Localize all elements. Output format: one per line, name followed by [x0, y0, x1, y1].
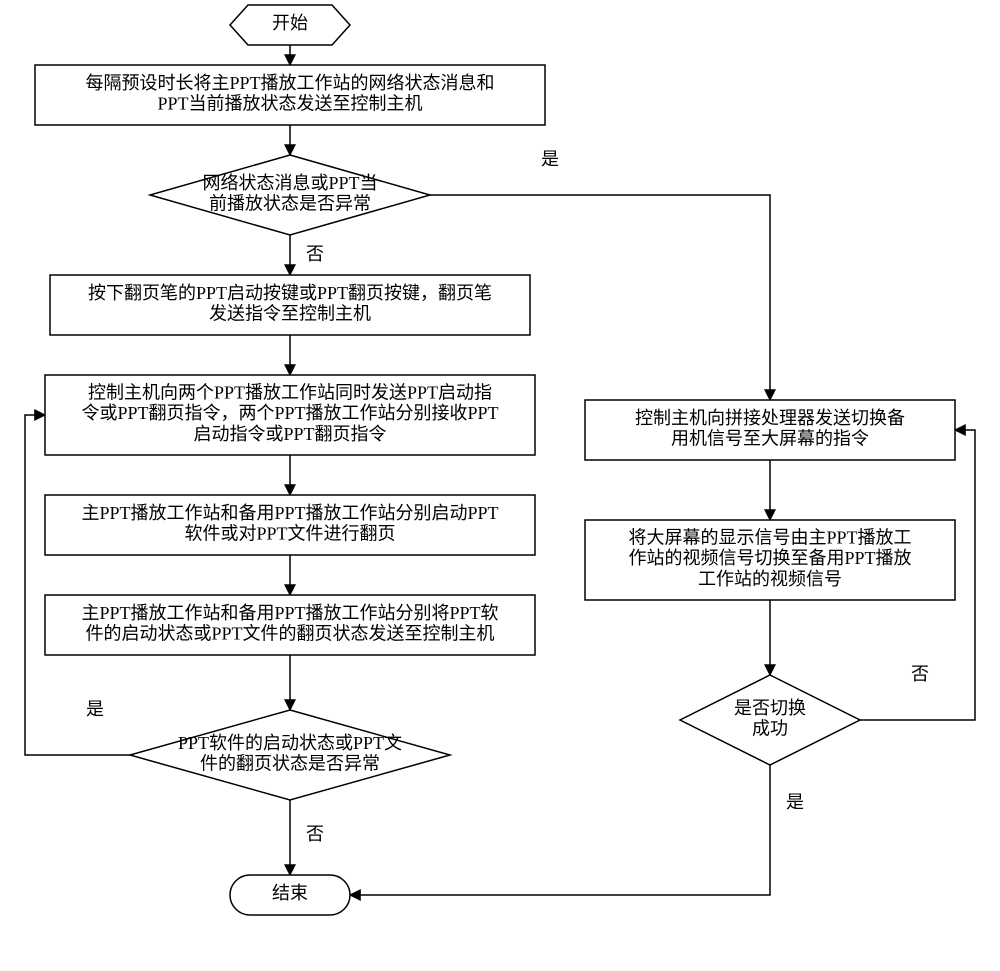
node-label: 前播放状态是否异常 — [209, 193, 371, 213]
node-label: 网络状态消息或PPT当 — [202, 173, 377, 193]
node-d2: PPT软件的启动状态或PPT文件的翻页状态是否异常 — [130, 710, 450, 800]
node-label: 是否切换 — [734, 698, 806, 718]
node-label: 控制主机向两个PPT播放工作站同时发送PPT启动指 — [88, 382, 492, 402]
node-p4: 主PPT播放工作站和备用PPT播放工作站分别启动PPT软件或对PPT文件进行翻页 — [45, 495, 535, 555]
node-p3: 控制主机向两个PPT播放工作站同时发送PPT启动指令或PPT翻页指令，两个PPT… — [45, 375, 535, 455]
node-label: 主PPT播放工作站和备用PPT播放工作站分别启动PPT — [81, 503, 498, 523]
edge-d3-end — [350, 765, 770, 895]
edge-d2-p3 — [25, 415, 130, 755]
node-d3: 是否切换成功 — [680, 675, 860, 765]
edge-label: 是 — [86, 699, 104, 719]
node-start: 开始 — [230, 5, 350, 45]
node-label: 软件或对PPT文件进行翻页 — [184, 523, 395, 543]
node-label: PPT软件的启动状态或PPT文 — [178, 733, 402, 753]
node-label: 按下翻页笔的PPT启动按键或PPT翻页按键，翻页笔 — [88, 283, 492, 303]
edge-label: 是 — [786, 792, 804, 812]
node-p2: 按下翻页笔的PPT启动按键或PPT翻页按键，翻页笔发送指令至控制主机 — [50, 275, 530, 335]
node-label: 启动指令或PPT翻页指令 — [193, 424, 386, 444]
node-label: 控制主机向拼接处理器发送切换备 — [635, 408, 905, 428]
node-p1: 每隔预设时长将主PPT播放工作站的网络状态消息和PPT当前播放状态发送至控制主机 — [35, 65, 545, 125]
edge-label: 否 — [306, 824, 324, 844]
node-label: 件的启动状态或PPT文件的翻页状态发送至控制主机 — [85, 623, 494, 643]
edge-label: 是 — [541, 149, 559, 169]
edge-label: 否 — [911, 664, 929, 684]
node-p5: 主PPT播放工作站和备用PPT播放工作站分别将PPT软件的启动状态或PPT文件的… — [45, 595, 535, 655]
node-label: PPT当前播放状态发送至控制主机 — [157, 93, 422, 113]
node-label: 用机信号至大屏幕的指令 — [671, 428, 869, 448]
node-label: 开始 — [272, 13, 308, 33]
node-label: 每隔预设时长将主PPT播放工作站的网络状态消息和 — [85, 73, 494, 93]
flowchart-canvas: 否否是是否是 开始每隔预设时长将主PPT播放工作站的网络状态消息和PPT当前播放… — [0, 0, 1000, 971]
edge-label: 否 — [306, 244, 324, 264]
node-label: 工作站的视频信号 — [698, 569, 842, 589]
node-label: 成功 — [752, 718, 788, 738]
node-label: 发送指令至控制主机 — [209, 303, 371, 323]
node-label: 将大屏幕的显示信号由主PPT播放工 — [628, 527, 911, 547]
node-p6: 控制主机向拼接处理器发送切换备用机信号至大屏幕的指令 — [585, 400, 955, 460]
node-end: 结束 — [230, 875, 350, 915]
node-label: 结束 — [272, 883, 308, 903]
node-label: 作站的视频信号切换至备用PPT播放 — [628, 548, 911, 568]
node-p7: 将大屏幕的显示信号由主PPT播放工作站的视频信号切换至备用PPT播放工作站的视频… — [585, 520, 955, 600]
node-label: 令或PPT翻页指令，两个PPT播放工作站分别接收PPT — [81, 403, 498, 423]
node-label: 主PPT播放工作站和备用PPT播放工作站分别将PPT软 — [81, 603, 498, 623]
node-d1: 网络状态消息或PPT当前播放状态是否异常 — [150, 155, 430, 235]
node-label: 件的翻页状态是否异常 — [200, 753, 380, 773]
